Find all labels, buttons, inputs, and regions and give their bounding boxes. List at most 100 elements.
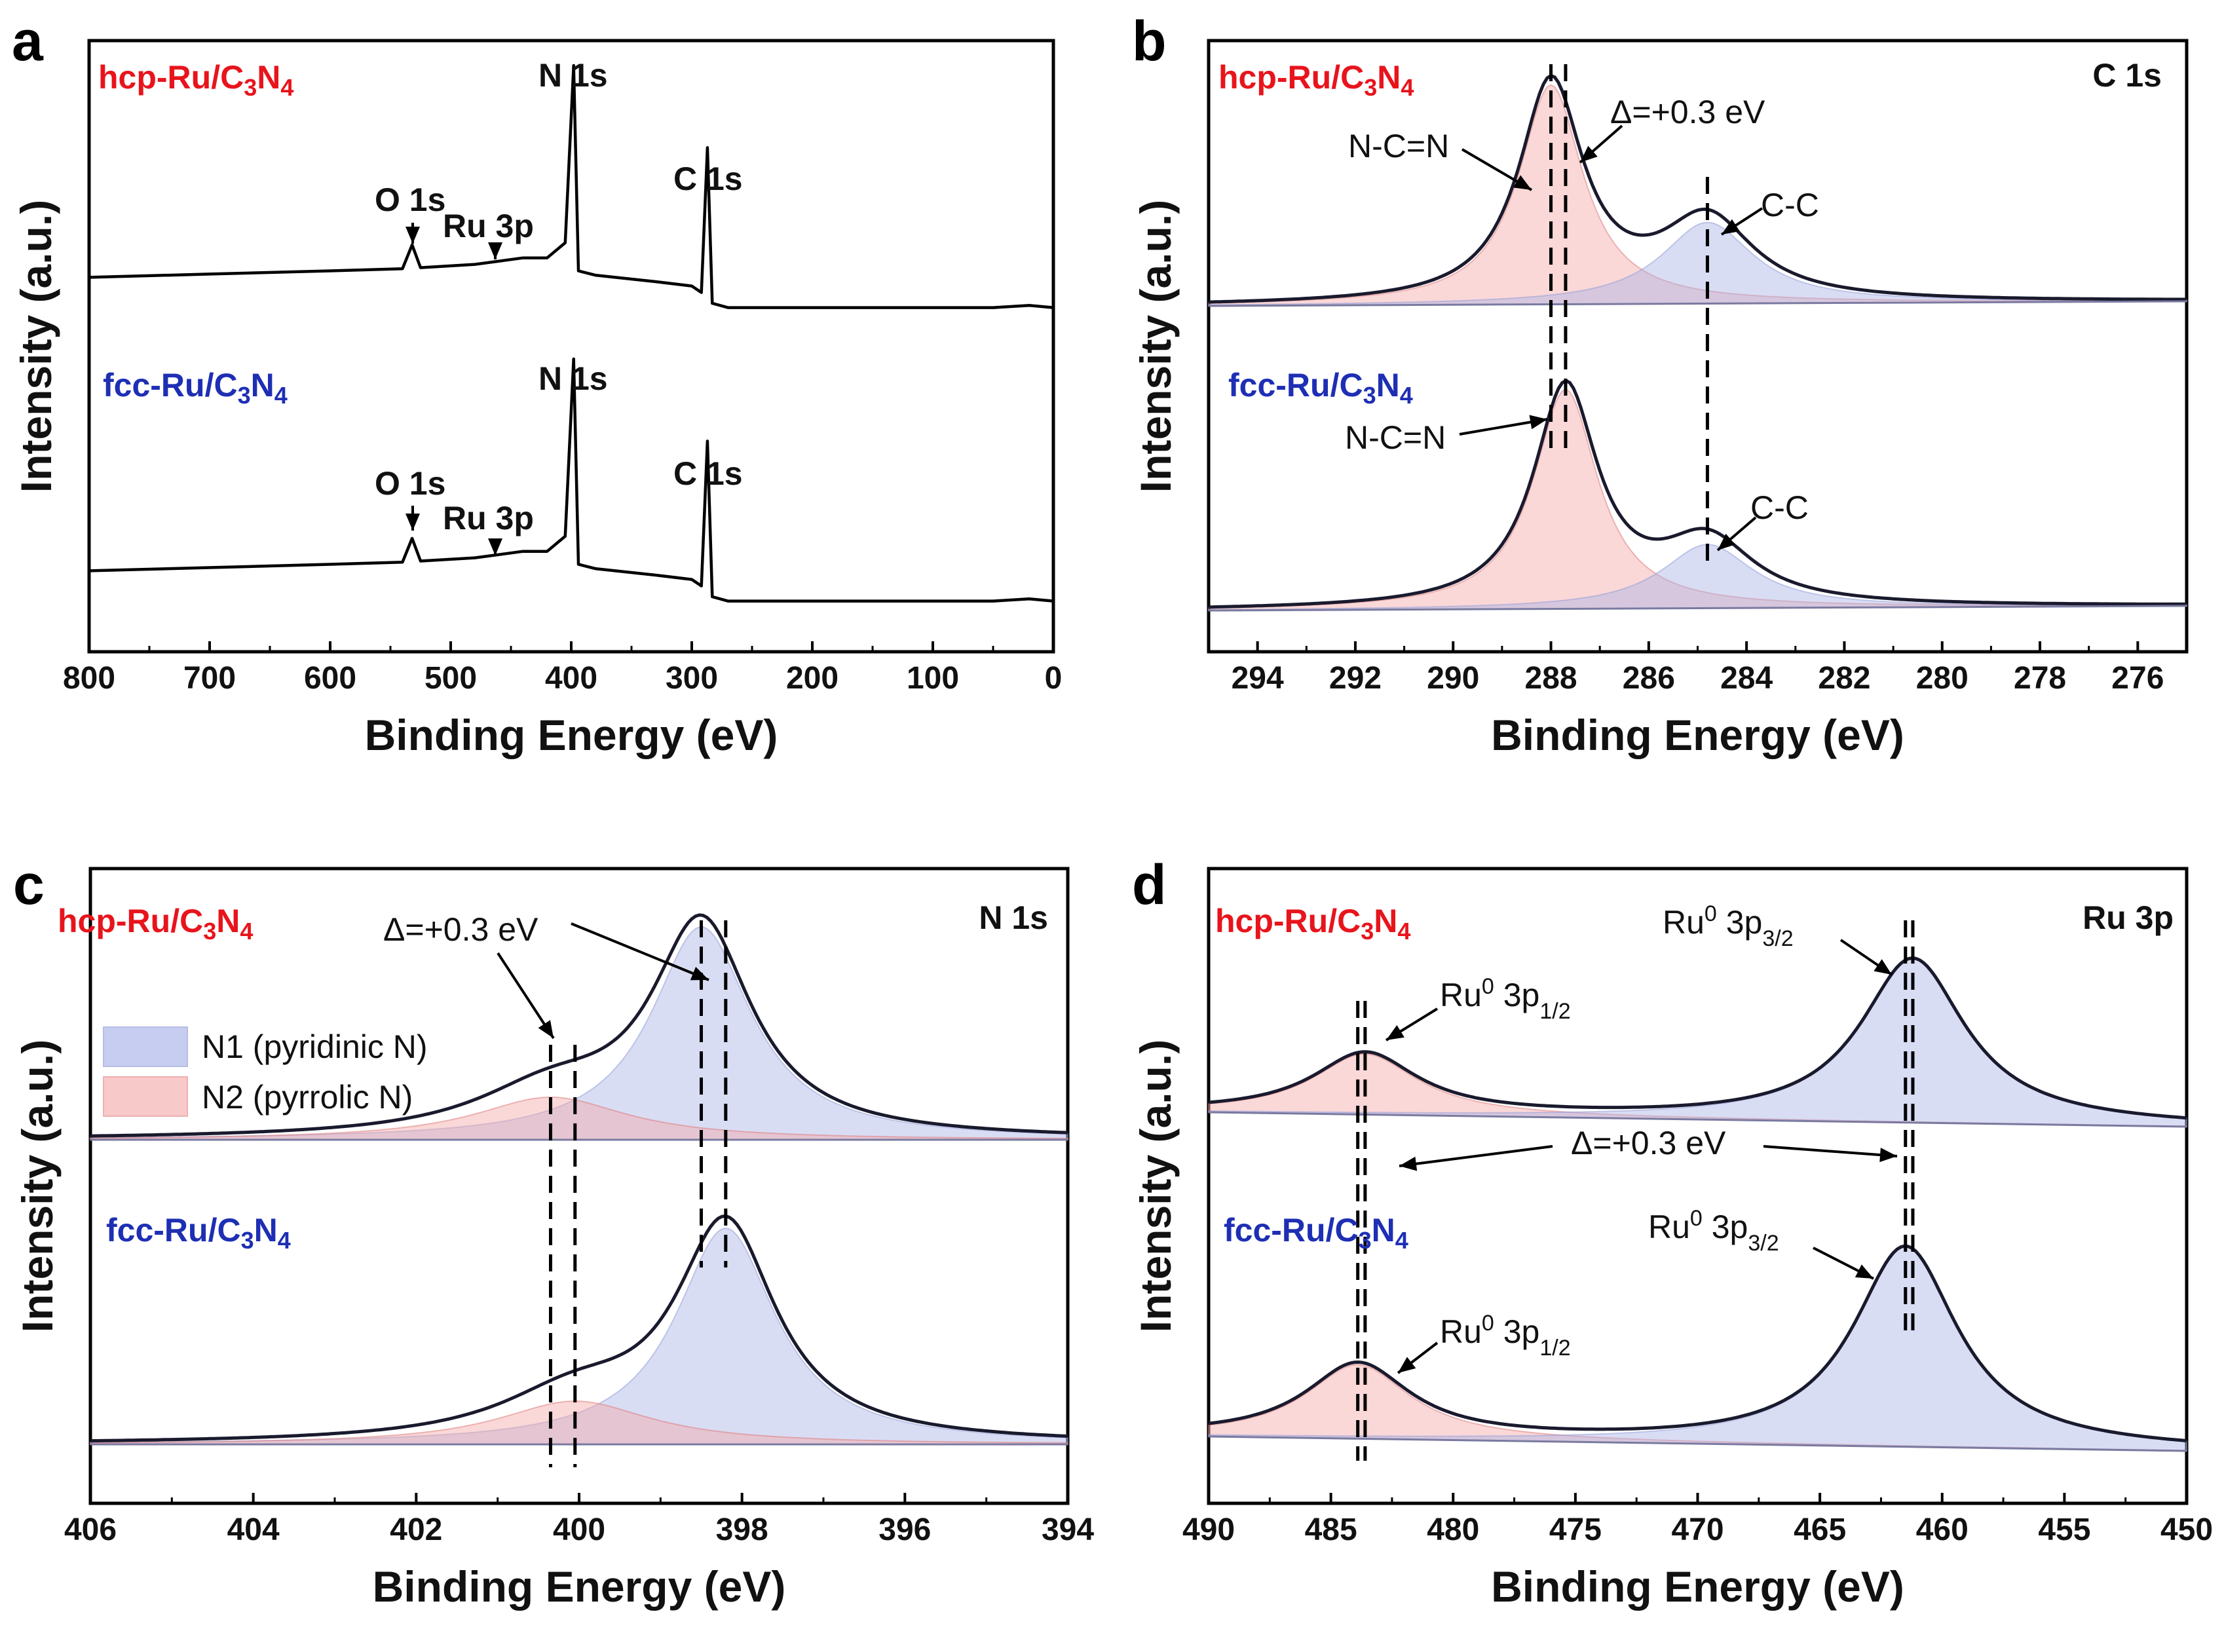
peak-label-n1s-fcc: N 1s bbox=[538, 360, 608, 397]
envelope-0 bbox=[90, 913, 1068, 1138]
annotation-delta: Δ=+0.3 eV bbox=[1571, 1125, 1726, 1161]
legend: N1 (pyridinic N) N2 (pyrrolic N) bbox=[103, 1026, 428, 1117]
arrow-delta-right-head bbox=[690, 966, 709, 981]
x-tick-label: 284 bbox=[1720, 661, 1773, 696]
x-tick-label: 200 bbox=[786, 661, 839, 696]
arrow-delta-head bbox=[1580, 145, 1598, 162]
y-axis-label: Intensity (a.u.) bbox=[1131, 1040, 1180, 1332]
x-tick-label: 400 bbox=[545, 661, 597, 696]
annotation-ncn: N-C=N bbox=[1348, 128, 1449, 164]
peak-label-o1s-fcc: O 1s bbox=[375, 465, 445, 502]
x-tick-label: 100 bbox=[907, 661, 959, 696]
arrow-ru-3p32-head bbox=[1874, 959, 1892, 975]
envelope-1 bbox=[90, 1214, 1068, 1443]
x-axis-label: Binding Energy (eV) bbox=[1491, 1562, 1904, 1611]
arrow-delta-right-line bbox=[571, 922, 709, 981]
panel-a: 800 700 600 500 400 300 200 100 0 Binding Energy … bbox=[12, 39, 1063, 759]
x-tick-label: 278 bbox=[2014, 661, 2066, 696]
legend-label-n2: N2 (pyrrolic N) bbox=[202, 1079, 413, 1116]
annotation-ru-3p32: Ru0 3p3/2 bbox=[1663, 901, 1794, 951]
arrow-delta-left-head bbox=[538, 1020, 554, 1038]
panel-label: d bbox=[1132, 854, 1167, 916]
baseline-0 bbox=[1208, 1111, 2187, 1128]
peak-label-c1s: C 1s bbox=[673, 160, 743, 197]
x-tick-label: 500 bbox=[424, 661, 477, 696]
component-fill-n2pyrrolicn bbox=[90, 1097, 1068, 1140]
y-axis-label: Intensity (a.u.) bbox=[1131, 200, 1180, 493]
panel-b: 294 292 290 288 286 284 282 280 278 276 Binding En… bbox=[1131, 39, 2189, 759]
panel-label: c bbox=[13, 854, 45, 916]
envelope-1 bbox=[1208, 1244, 2187, 1442]
baseline-0 bbox=[1208, 300, 2187, 307]
peak-label-c1s-fcc: C 1s bbox=[673, 455, 743, 492]
baseline-1 bbox=[1208, 1435, 2187, 1452]
arrow-delta-left-line bbox=[1399, 1145, 1553, 1167]
annotation-cc: C-C bbox=[1761, 187, 1819, 223]
annotation-ru-3p32-fcc: Ru0 3p3/2 bbox=[1648, 1206, 1779, 1256]
x-tick-label: 294 bbox=[1232, 661, 1284, 696]
arrow-cc-fcc-head bbox=[1718, 533, 1735, 550]
sample-label-fcc: fcc-Ru/C3N4 bbox=[106, 1212, 291, 1254]
panel-label: b bbox=[1132, 10, 1167, 73]
x-tick-label: 292 bbox=[1329, 661, 1382, 696]
y-axis-label: Intensity (a.u.) bbox=[12, 200, 60, 493]
arrow-delta-left-head bbox=[1399, 1156, 1418, 1171]
baseline-1 bbox=[1208, 605, 2187, 612]
x-axis-label: Binding Energy (eV) bbox=[1491, 711, 1904, 759]
arrow-ru-3p12-fcc-head bbox=[1398, 1357, 1416, 1373]
arrow-ncn-head bbox=[1513, 175, 1532, 190]
sample-label-hcp: hcp-Ru/C3N4 bbox=[98, 59, 293, 101]
envelope-0 bbox=[1208, 956, 2187, 1120]
x-tick-label: 394 bbox=[1042, 1512, 1094, 1547]
x-tick-label: 480 bbox=[1427, 1512, 1479, 1547]
x-tick-label: 455 bbox=[2038, 1512, 2090, 1547]
x-axis-label: Binding Energy (eV) bbox=[365, 711, 778, 759]
x-axis-label: Binding Energy (eV) bbox=[373, 1562, 786, 1611]
x-tick-label: 465 bbox=[1794, 1512, 1846, 1547]
component-fill-ncn bbox=[1208, 84, 2187, 307]
legend-swatch-n1 bbox=[103, 1026, 188, 1067]
envelope-0 bbox=[1208, 73, 2187, 304]
arrow-o1s-head bbox=[405, 227, 420, 244]
peak-label-o1s: O 1s bbox=[375, 181, 445, 218]
x-tick-label: 460 bbox=[1916, 1512, 1969, 1547]
annotation-ru-3p12: Ru0 3p1/2 bbox=[1440, 974, 1571, 1024]
x-tick-label: 400 bbox=[553, 1512, 605, 1547]
x-tick-label: 276 bbox=[2111, 661, 2164, 696]
x-tick-label: 402 bbox=[390, 1512, 442, 1547]
arrow-ru-3p12-head bbox=[1386, 1025, 1404, 1040]
x-tick-label: 700 bbox=[183, 661, 236, 696]
annotation-delta: Δ=+0.3 eV bbox=[383, 911, 538, 948]
panel-c: 406 404 402 400 398 396 394 Binding Energy (eV)… bbox=[13, 867, 1094, 1611]
envelope-1 bbox=[1208, 379, 2187, 609]
x-tick-label: 406 bbox=[64, 1512, 117, 1547]
x-tick-label: 300 bbox=[666, 661, 718, 696]
x-tick-label: 282 bbox=[1818, 661, 1870, 696]
x-tick-label: 600 bbox=[304, 661, 356, 696]
x-tick-label: 485 bbox=[1305, 1512, 1357, 1547]
arrow-o1s-fcc-head bbox=[405, 514, 420, 531]
x-tick-label: 286 bbox=[1623, 661, 1675, 696]
sample-label-fcc: fcc-Ru/C3N4 bbox=[1228, 367, 1413, 409]
x-tick-label: 0 bbox=[1045, 661, 1063, 696]
legend-label-n1: N1 (pyridinic N) bbox=[202, 1028, 428, 1065]
panel-label: a bbox=[12, 10, 44, 73]
x-tick-label: 398 bbox=[716, 1512, 768, 1547]
sample-label-fcc: fcc-Ru/C3N4 bbox=[103, 367, 288, 409]
panel-title: N 1s bbox=[979, 899, 1048, 936]
survey-line-0 bbox=[88, 64, 1054, 309]
sample-label-hcp: hcp-Ru/C3N4 bbox=[58, 903, 253, 945]
arrow-ru3p-head bbox=[488, 242, 502, 259]
legend-swatch-n2 bbox=[103, 1076, 188, 1117]
survey-line-1 bbox=[88, 357, 1054, 603]
arrow-ru3p-fcc-head bbox=[488, 538, 502, 555]
x-tick-label: 404 bbox=[227, 1512, 280, 1547]
annotation-ru-3p12-fcc: Ru0 3p1/2 bbox=[1440, 1311, 1571, 1361]
x-tick-label: 800 bbox=[63, 661, 115, 696]
x-tick-label: 290 bbox=[1427, 661, 1479, 696]
x-tick-label: 288 bbox=[1525, 661, 1577, 696]
arrow-cc-head bbox=[1722, 219, 1740, 235]
sample-label-hcp: hcp-Ru/C3N4 bbox=[1218, 59, 1414, 101]
panel-d: 490 485 480 475 470 465 460 455 450 Binding Energ… bbox=[1131, 867, 2213, 1611]
